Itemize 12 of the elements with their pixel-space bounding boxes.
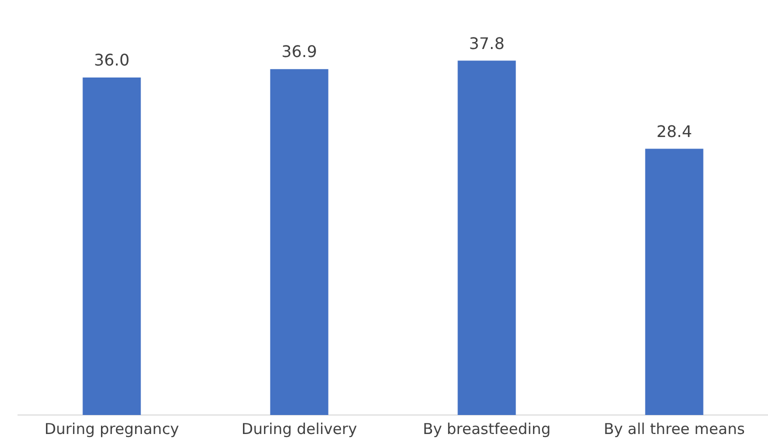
bar — [82, 78, 141, 415]
data-label: 36.9 — [281, 42, 318, 62]
bar — [645, 148, 704, 415]
x-tick-label: By all three means — [604, 420, 745, 438]
bar — [270, 69, 328, 415]
data-label: 36.0 — [94, 50, 130, 70]
bar — [458, 60, 516, 415]
data-label: 28.4 — [656, 122, 692, 141]
data-label: 37.8 — [468, 34, 505, 53]
x-tick-label: By breastfeeding — [422, 420, 551, 438]
x-tick-label: During pregnancy — [44, 420, 180, 438]
x-tick-label: During delivery — [242, 420, 358, 438]
